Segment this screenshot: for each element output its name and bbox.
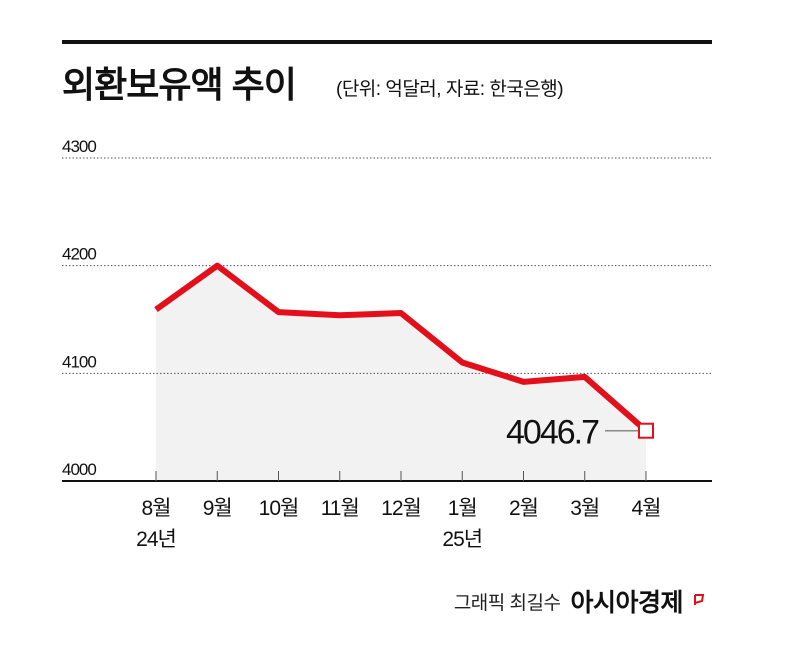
x-tick-label: 8월 <box>142 497 171 520</box>
x-tick-label: 25년 <box>442 528 482 551</box>
x-tick-label: 10월 <box>259 497 299 520</box>
graphic-credit: 그래픽 최길수 <box>453 592 561 614</box>
x-tick-label: 2월 <box>509 497 538 520</box>
x-tick-label: 1월 <box>448 497 477 520</box>
area-fill <box>156 265 646 481</box>
x-tick-label: 24년 <box>136 528 176 551</box>
x-tick-label: 9월 <box>203 497 232 520</box>
chart-title: 외환보유액 추이 <box>62 64 297 105</box>
x-tick-label: 4월 <box>632 497 661 520</box>
x-tick-label: 3월 <box>570 497 599 520</box>
footer: 그래픽 최길수 아시아경제 <box>454 583 705 619</box>
y-tick-label: 4200 <box>62 245 96 264</box>
y-tick-label: 4100 <box>62 352 96 371</box>
x-tick-label: 12월 <box>381 497 421 520</box>
brand-logo: 아시아경제 <box>570 589 683 617</box>
series-line <box>154 262 648 433</box>
chart-subtitle: (단위: 억달러, 자료: 한국은행) <box>336 79 564 100</box>
y-tick-label: 4000 <box>62 460 96 479</box>
last-value-label: 4046.7 <box>506 414 599 452</box>
y-tick-label: 4300 <box>62 137 96 156</box>
x-tick-label: 11월 <box>321 497 359 520</box>
brand-mark-icon <box>694 594 705 605</box>
top-rule <box>62 40 712 44</box>
last-point-marker <box>638 422 654 439</box>
